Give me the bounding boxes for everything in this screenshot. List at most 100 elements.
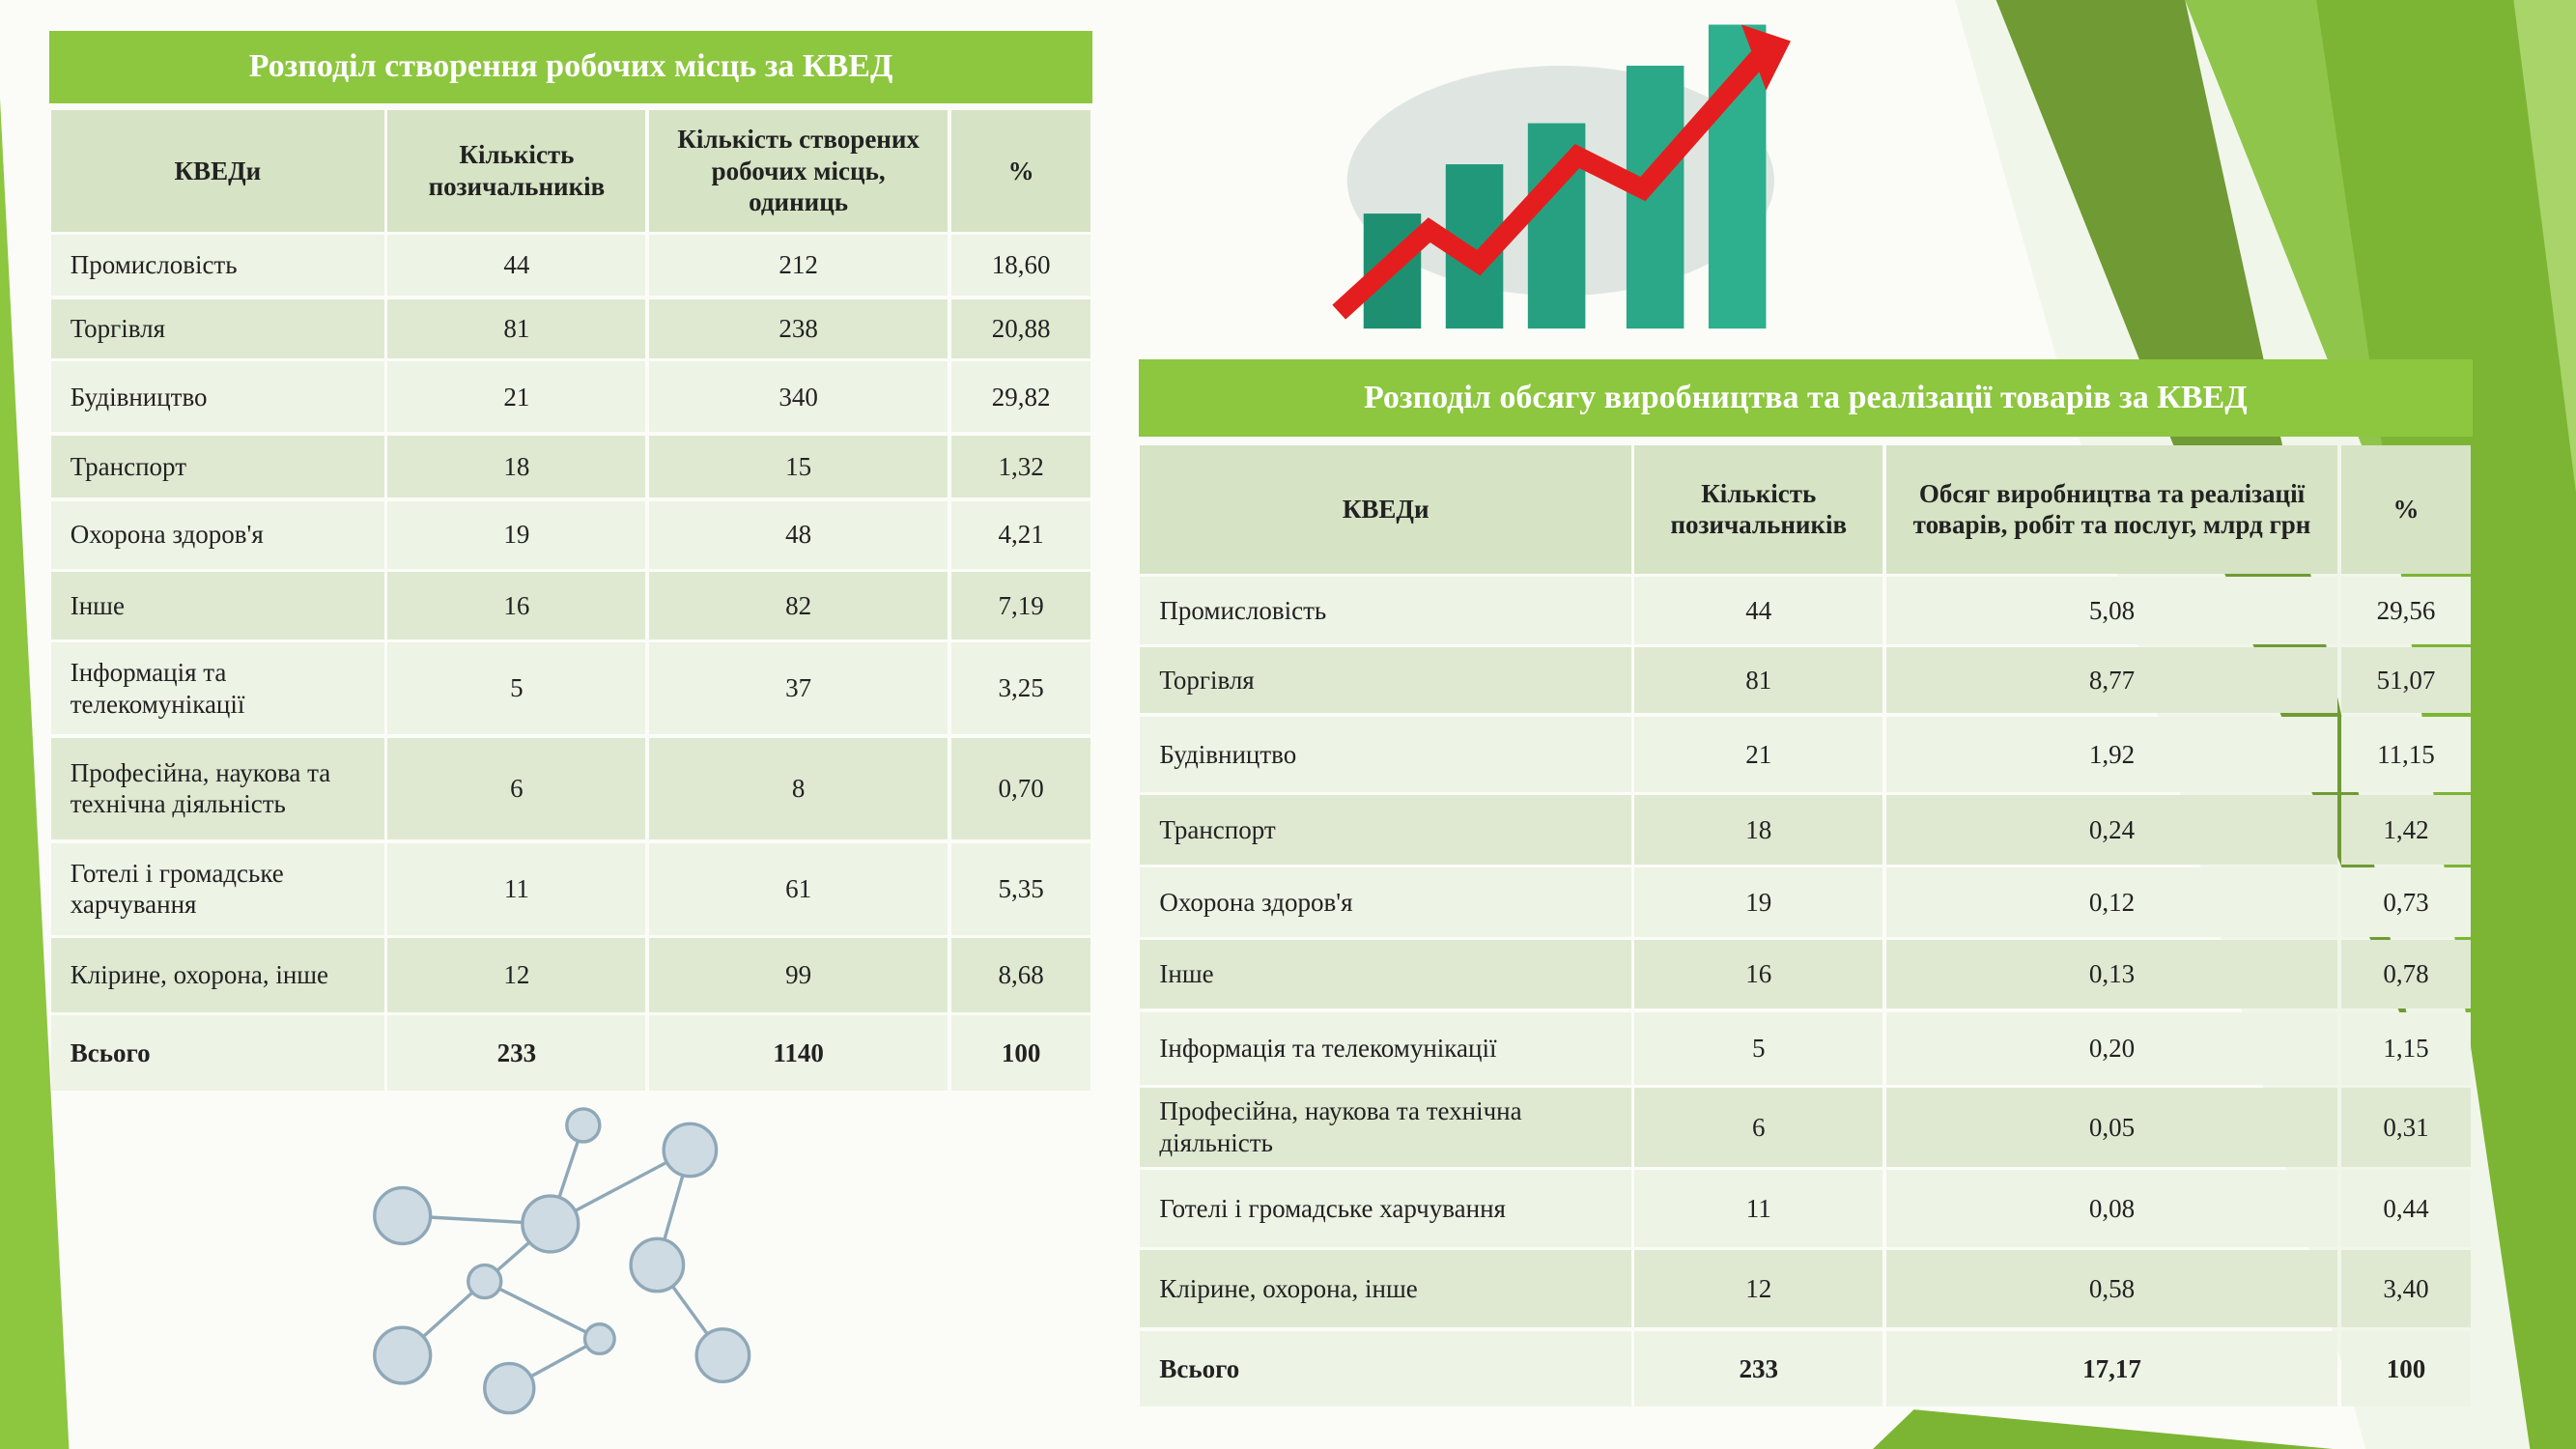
table-cell: 82 xyxy=(648,571,948,639)
table-cell: 16 xyxy=(1634,939,1883,1009)
table-cell: 1,42 xyxy=(2340,795,2472,865)
table-cell: 3,40 xyxy=(2340,1250,2472,1328)
header-cell: КВЕДи xyxy=(1140,444,1631,574)
table-cell: 0,20 xyxy=(1885,1011,2338,1085)
header-cell: КВЕДи xyxy=(50,109,384,232)
table-cell: Охорона здоров'я xyxy=(1140,867,1631,937)
table-cell: 61 xyxy=(648,842,948,935)
header-cell: Кількість позичальників xyxy=(1634,444,1883,574)
table-cell: Промисловість xyxy=(1140,577,1631,644)
table-cell: 15 xyxy=(648,435,948,498)
table-cell: 19 xyxy=(387,500,646,569)
table-cell: 18 xyxy=(1634,795,1883,865)
table-cell: 0,08 xyxy=(1885,1170,2338,1247)
table-cell: Клірине, охорона, інше xyxy=(50,938,384,1012)
table-cell: 51,07 xyxy=(2340,647,2472,714)
table-cell: 1,15 xyxy=(2340,1011,2472,1085)
table-cell: 6 xyxy=(387,737,646,840)
table-cell: 18 xyxy=(387,435,646,498)
table-cell: Інше xyxy=(50,571,384,639)
table-cell: Транспорт xyxy=(50,435,384,498)
table-cell: 12 xyxy=(387,938,646,1012)
table-cell: Готелі і громадське харчування xyxy=(50,842,384,935)
table-cell: 1140 xyxy=(648,1015,948,1092)
table-cell: Всього xyxy=(50,1015,384,1092)
table-cell: 12 xyxy=(1634,1250,1883,1328)
table-cell: 5 xyxy=(1634,1011,1883,1085)
table-cell: 0,58 xyxy=(1885,1250,2338,1328)
table-cell: 11 xyxy=(387,842,646,935)
table-cell: Інше xyxy=(1140,939,1631,1009)
growth-chart-image xyxy=(1332,24,1791,329)
header-cell: Кількість позичальників xyxy=(387,109,646,232)
table-cell: 48 xyxy=(648,500,948,569)
table-cell: Торгівля xyxy=(50,298,384,358)
header-cell: Обсяг виробництва та реалізації товарів,… xyxy=(1885,444,2338,574)
table-cell: 19 xyxy=(1634,867,1883,937)
table-cell: 4,21 xyxy=(950,500,1091,569)
table-cell: Всього xyxy=(1140,1330,1631,1406)
table-cell: 81 xyxy=(1634,647,1883,714)
network-image xyxy=(373,1107,751,1415)
table-cell: 21 xyxy=(387,361,646,433)
table-cell: 17,17 xyxy=(1885,1330,2338,1406)
table-cell: 100 xyxy=(950,1015,1091,1092)
table-cell: 0,44 xyxy=(2340,1170,2472,1247)
table-cell: Інформація та телекомунікації xyxy=(1140,1011,1631,1085)
table-cell: 16 xyxy=(387,571,646,639)
table-cell: Професійна, наукова та технічна діяльніс… xyxy=(50,737,384,840)
table-cell: 7,19 xyxy=(950,571,1091,639)
table-cell: Промисловість xyxy=(50,235,384,297)
table-cell: Професійна, наукова та технічна діяльніс… xyxy=(1140,1087,1631,1167)
table-cell: 233 xyxy=(1634,1330,1883,1406)
table-cell: 0,70 xyxy=(950,737,1091,840)
table-cell: 8,77 xyxy=(1885,647,2338,714)
header-cell: Кількість створених робочих місць, одини… xyxy=(648,109,948,232)
table-cell: 0,13 xyxy=(1885,939,2338,1009)
header-cell: % xyxy=(2340,444,2472,574)
table-cell: 20,88 xyxy=(950,298,1091,358)
table-cell: 3,25 xyxy=(950,642,1091,735)
table-cell: 18,60 xyxy=(950,235,1091,297)
table-cell: 11 xyxy=(1634,1170,1883,1247)
table-cell: Клірине, охорона, інше xyxy=(1140,1250,1631,1328)
table-cell: 233 xyxy=(387,1015,646,1092)
table-cell: 0,12 xyxy=(1885,867,2338,937)
table-cell: 340 xyxy=(648,361,948,433)
table-cell: 1,32 xyxy=(950,435,1091,498)
table-cell: Транспорт xyxy=(1140,795,1631,865)
header-cell: % xyxy=(950,109,1091,232)
table-cell: 81 xyxy=(387,298,646,358)
table-cell: 0,31 xyxy=(2340,1087,2472,1167)
table-title: Розподіл обсягу виробництва та реалізаці… xyxy=(1138,359,2473,438)
table-cell: Готелі і громадське харчування xyxy=(1140,1170,1631,1247)
table-cell: 5,08 xyxy=(1885,577,2338,644)
table-cell: Торгівля xyxy=(1140,647,1631,714)
table-cell: 0,24 xyxy=(1885,795,2338,865)
table-cell: 29,82 xyxy=(950,361,1091,433)
table-cell: 11,15 xyxy=(2340,716,2472,792)
table-cell: 212 xyxy=(648,235,948,297)
table-cell: 5,35 xyxy=(950,842,1091,935)
table-cell: 1,92 xyxy=(1885,716,2338,792)
table-cell: Будівництво xyxy=(50,361,384,433)
table-cell: 238 xyxy=(648,298,948,358)
table-cell: 44 xyxy=(1634,577,1883,644)
table-cell: 5 xyxy=(387,642,646,735)
table-cell: 29,56 xyxy=(2340,577,2472,644)
table-cell: 8 xyxy=(648,737,948,840)
table-cell: 0,78 xyxy=(2340,939,2472,1009)
table-cell: Охорона здоров'я xyxy=(50,500,384,569)
table-cell: Будівництво xyxy=(1140,716,1631,792)
table-cell: 100 xyxy=(2340,1330,2472,1406)
table-title: Розподіл створення робочих місць за КВЕД xyxy=(49,31,1093,104)
table-cell: Інформація та телекомунікації xyxy=(50,642,384,735)
table-cell: 44 xyxy=(387,235,646,297)
table-cell: 0,05 xyxy=(1885,1087,2338,1167)
table-cell: 21 xyxy=(1634,716,1883,792)
table-cell: 6 xyxy=(1634,1087,1883,1167)
table-cell: 37 xyxy=(648,642,948,735)
table-cell: 99 xyxy=(648,938,948,1012)
table-cell: 0,73 xyxy=(2340,867,2472,937)
